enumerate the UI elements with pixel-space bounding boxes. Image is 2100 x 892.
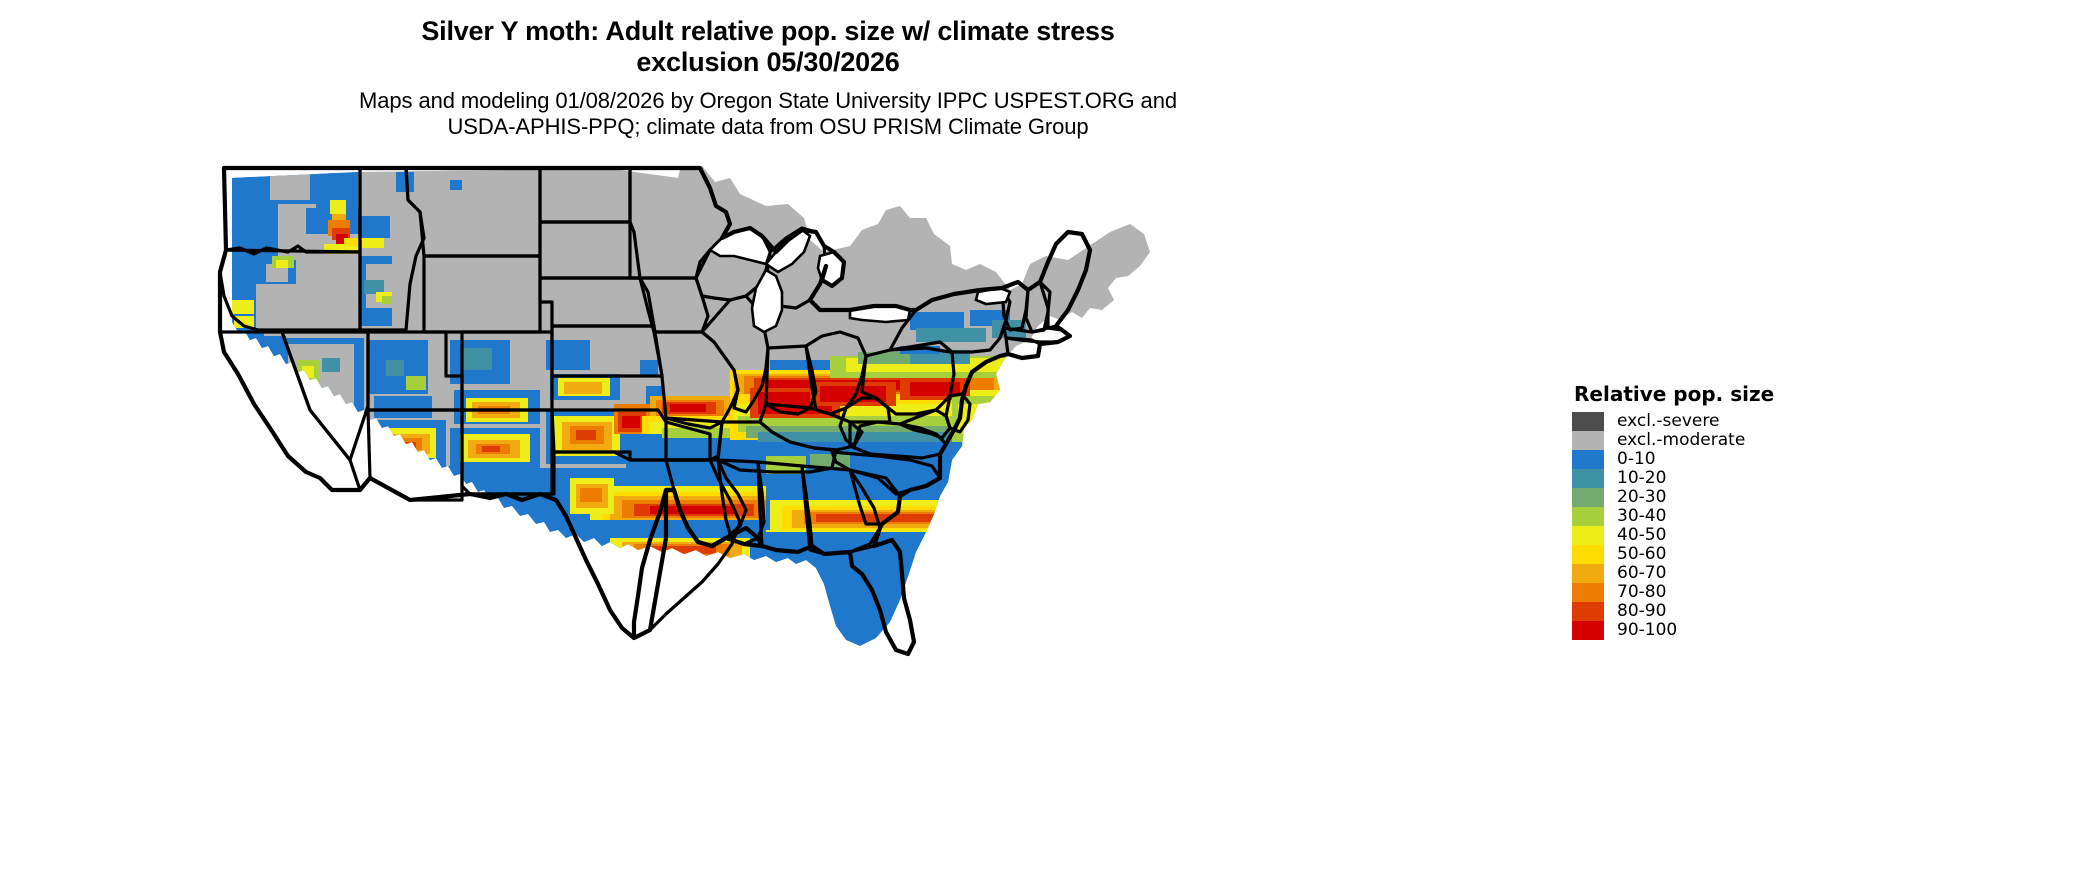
figure-title: Silver Y moth: Adult relative pop. size … [0,16,1536,78]
figure-subtitle-line-2: USDA-APHIS-PPQ; climate data from OSU PR… [447,113,1089,139]
legend-item-label: 90-100 [1617,620,1678,640]
legend-color-swatch [1572,507,1604,526]
legend-item: 60-70 [1572,564,1892,583]
legend-item-label: excl.-severe [1617,411,1720,431]
us-map-svg [210,160,1200,660]
legend-item-label: 0-10 [1617,449,1656,469]
legend-color-swatch [1572,488,1604,507]
legend-item-label: 60-70 [1617,563,1667,583]
legend-color-swatch [1572,621,1604,640]
legend-item: 30-40 [1572,507,1892,526]
legend-item-label: 30-40 [1617,506,1667,526]
legend-item-label: 80-90 [1617,601,1667,621]
legend-item-label: 10-20 [1617,468,1667,488]
legend-color-swatch [1572,526,1604,545]
legend-item-label: 40-50 [1617,525,1667,545]
legend: Relative pop. size excl.-severe excl.-mod… [1572,382,1892,640]
legend-item: 10-20 [1572,469,1892,488]
legend-item: 50-60 [1572,545,1892,564]
legend-item: 0-10 [1572,450,1892,469]
legend-title: Relative pop. size [1574,382,1775,406]
legend-color-swatch [1572,431,1604,450]
legend-color-swatch [1572,412,1604,431]
national-outline [217,165,1093,657]
legend-item: 80-90 [1572,602,1892,621]
legend-item-label: 50-60 [1617,544,1667,564]
legend-color-swatch [1572,545,1604,564]
legend-item: excl.-severe [1572,412,1892,431]
gulf-coastline [631,487,764,638]
legend-item: 90-100 [1572,621,1892,640]
legend-item-label: 20-30 [1617,487,1667,507]
figure-title-line-1: Silver Y moth: Adult relative pop. size … [421,16,1115,46]
figure-title-line-2: exclusion 05/30/2026 [636,47,900,78]
legend-item-label: excl.-moderate [1617,430,1746,450]
legend-color-swatch [1572,469,1604,488]
legend-item: 40-50 [1572,526,1892,545]
figure-subtitle-line-1: Maps and modeling 01/08/2026 by Oregon S… [359,88,1177,113]
legend-item: excl.-moderate [1572,431,1892,450]
legend-rows: excl.-severe excl.-moderate 0-10 10-20 20-30… [1572,412,1892,640]
us-map [210,160,1200,660]
legend-item: 70-80 [1572,583,1892,602]
legend-item: 20-30 [1572,488,1892,507]
legend-item-label: 70-80 [1617,582,1667,602]
legend-color-swatch [1572,602,1604,621]
figure-subtitle: Maps and modeling 01/08/2026 by Oregon S… [0,88,1536,140]
legend-color-swatch [1572,450,1604,469]
state-boundaries [218,166,1092,656]
legend-color-swatch [1572,583,1604,602]
legend-color-swatch [1572,564,1604,583]
